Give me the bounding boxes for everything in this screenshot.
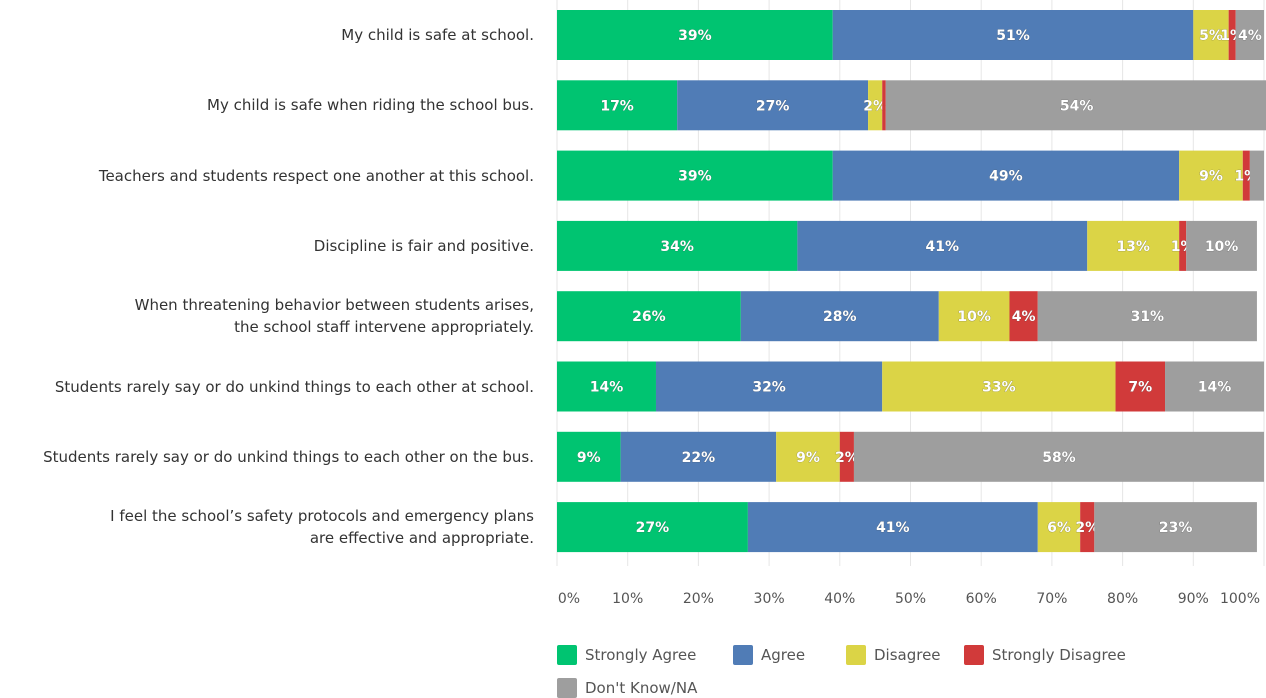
x-tick-label: 30%: [754, 591, 785, 607]
data-label: 33%: [982, 380, 1016, 396]
category-label-line: I feel the school’s safety protocols and…: [110, 505, 534, 527]
category-label: Students rarely say or do unkind things …: [55, 376, 534, 398]
legend-item: Disagree: [846, 645, 941, 665]
category-label-line: are effective and appropriate.: [110, 527, 534, 549]
data-label: 23%: [1159, 520, 1193, 536]
legend-item: Agree: [733, 645, 805, 665]
category-label-line: Students rarely say or do unkind things …: [43, 446, 534, 468]
data-label: 9%: [796, 450, 820, 466]
legend-item: Strongly Disagree: [964, 645, 1126, 665]
category-label-line: Discipline is fair and positive.: [314, 235, 534, 257]
legend-swatch: [964, 645, 984, 665]
category-label-line: the school staff intervene appropriately…: [135, 316, 534, 338]
x-tick-label: 0%: [558, 591, 580, 607]
legend-swatch: [557, 645, 577, 665]
legend-item: Don't Know/NA: [557, 678, 697, 698]
data-label: 39%: [678, 28, 712, 44]
category-label: My child is safe when riding the school …: [207, 94, 534, 116]
data-label: 27%: [636, 520, 670, 536]
legend-item: Strongly Agree: [557, 645, 696, 665]
category-label: Students rarely say or do unkind things …: [43, 446, 534, 468]
data-label: 17%: [600, 98, 634, 114]
data-label: 14%: [590, 380, 624, 396]
legend-swatch: [557, 678, 577, 698]
data-label: 27%: [756, 98, 790, 114]
data-label: 22%: [682, 450, 716, 466]
legend-label: Strongly Disagree: [992, 646, 1126, 664]
legend-label: Agree: [761, 646, 805, 664]
x-tick-label: 100%: [1220, 591, 1260, 607]
x-tick-label: 10%: [612, 591, 643, 607]
data-label: 9%: [1199, 169, 1223, 185]
x-tick-label: 70%: [1036, 591, 1067, 607]
data-label: 26%: [632, 309, 666, 325]
category-label: I feel the school’s safety protocols and…: [110, 505, 534, 549]
category-label: When threatening behavior between studen…: [135, 294, 534, 338]
category-label-line: When threatening behavior between studen…: [135, 294, 534, 316]
x-tick-label: 50%: [895, 591, 926, 607]
legend-label: Strongly Agree: [585, 646, 696, 664]
category-label: Teachers and students respect one anothe…: [99, 165, 534, 187]
data-label: 9%: [577, 450, 601, 466]
data-label: 41%: [876, 520, 910, 536]
category-label-line: Teachers and students respect one anothe…: [99, 165, 534, 187]
data-label: 13%: [1116, 239, 1150, 255]
x-tick-label: 80%: [1107, 591, 1138, 607]
data-label: 54%: [1060, 98, 1094, 114]
x-tick-label: 40%: [824, 591, 855, 607]
data-label: 39%: [678, 169, 712, 185]
legend-label: Don't Know/NA: [585, 679, 697, 697]
data-label: 7%: [1128, 380, 1152, 396]
data-label: 31%: [1131, 309, 1165, 325]
legend-swatch: [846, 645, 866, 665]
data-label: 32%: [752, 380, 786, 396]
data-label: 51%: [996, 28, 1030, 44]
category-label-line: My child is safe when riding the school …: [207, 94, 534, 116]
category-label: My child is safe at school.: [341, 24, 534, 46]
category-label-line: My child is safe at school.: [341, 24, 534, 46]
data-label: 10%: [1205, 239, 1239, 255]
data-label: 34%: [660, 239, 694, 255]
bar-segment: [882, 80, 886, 130]
category-label-line: Students rarely say or do unkind things …: [55, 376, 534, 398]
data-label: 28%: [823, 309, 857, 325]
data-label: 58%: [1042, 450, 1076, 466]
data-label: 14%: [1198, 380, 1232, 396]
legend-label: Disagree: [874, 646, 941, 664]
data-label: 4%: [1012, 309, 1036, 325]
x-tick-label: 60%: [966, 591, 997, 607]
bar-segment: [1250, 151, 1264, 201]
data-label: 4%: [1238, 28, 1262, 44]
category-label: Discipline is fair and positive.: [314, 235, 534, 257]
data-label: 10%: [957, 309, 991, 325]
data-label: 41%: [926, 239, 960, 255]
data-label: 6%: [1047, 520, 1071, 536]
x-tick-label: 20%: [683, 591, 714, 607]
legend-swatch: [733, 645, 753, 665]
data-label: 49%: [989, 169, 1023, 185]
x-tick-label: 90%: [1178, 591, 1209, 607]
